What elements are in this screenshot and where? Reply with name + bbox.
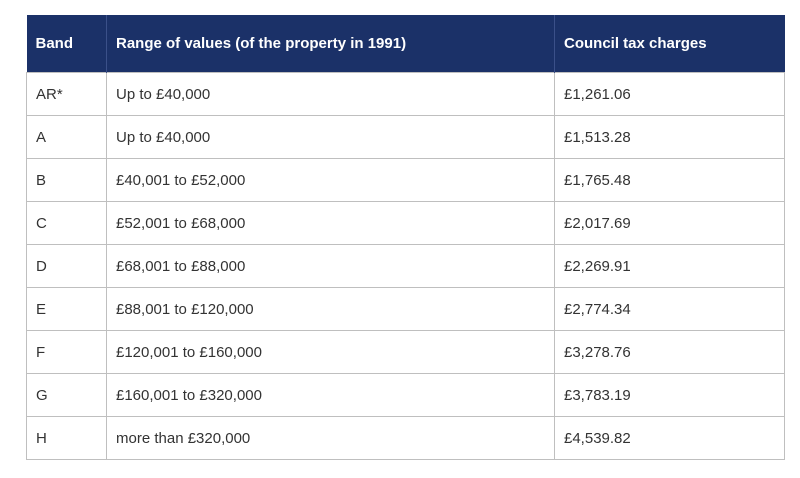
table-row: D £68,001 to £88,000 £2,269.91 — [26, 244, 785, 288]
charge-cell: £2,774.34 — [554, 287, 785, 331]
band-cell: F — [26, 330, 107, 374]
charge-cell: £1,513.28 — [554, 115, 785, 159]
header-row: Band Range of values (of the property in… — [26, 15, 785, 73]
band-cell: G — [26, 373, 107, 417]
band-cell: H — [26, 416, 107, 460]
range-cell: £160,001 to £320,000 — [106, 373, 555, 417]
table-row: F £120,001 to £160,000 £3,278.76 — [26, 330, 785, 374]
council-tax-table: Band Range of values (of the property in… — [26, 15, 785, 460]
range-cell: Up to £40,000 — [106, 115, 555, 159]
charge-cell: £3,278.76 — [554, 330, 785, 374]
charge-cell: £2,269.91 — [554, 244, 785, 288]
table-row: AR* Up to £40,000 £1,261.06 — [26, 72, 785, 116]
range-cell: £52,001 to £68,000 — [106, 201, 555, 245]
range-cell: £88,001 to £120,000 — [106, 287, 555, 331]
table-row: H more than £320,000 £4,539.82 — [26, 416, 785, 460]
range-cell: Up to £40,000 — [106, 72, 555, 116]
table-row: C £52,001 to £68,000 £2,017.69 — [26, 201, 785, 245]
band-cell: AR* — [26, 72, 107, 116]
table-header: Band Range of values (of the property in… — [26, 15, 785, 73]
table-row: G £160,001 to £320,000 £3,783.19 — [26, 373, 785, 417]
range-cell: more than £320,000 — [106, 416, 555, 460]
range-cell: £120,001 to £160,000 — [106, 330, 555, 374]
band-cell: C — [26, 201, 107, 245]
table-row: E £88,001 to £120,000 £2,774.34 — [26, 287, 785, 331]
band-cell: E — [26, 287, 107, 331]
charge-cell: £1,261.06 — [554, 72, 785, 116]
header-charge: Council tax charges — [554, 15, 785, 73]
table-row: B £40,001 to £52,000 £1,765.48 — [26, 158, 785, 202]
range-cell: £40,001 to £52,000 — [106, 158, 555, 202]
band-cell: A — [26, 115, 107, 159]
charge-cell: £4,539.82 — [554, 416, 785, 460]
table-body: AR* Up to £40,000 £1,261.06 A Up to £40,… — [26, 72, 785, 460]
table-row: A Up to £40,000 £1,513.28 — [26, 115, 785, 159]
charge-cell: £1,765.48 — [554, 158, 785, 202]
band-cell: D — [26, 244, 107, 288]
header-range: Range of values (of the property in 1991… — [106, 15, 555, 73]
charge-cell: £2,017.69 — [554, 201, 785, 245]
header-band: Band — [26, 15, 107, 73]
band-cell: B — [26, 158, 107, 202]
charge-cell: £3,783.19 — [554, 373, 785, 417]
range-cell: £68,001 to £88,000 — [106, 244, 555, 288]
council-tax-table-container: Band Range of values (of the property in… — [26, 15, 785, 460]
